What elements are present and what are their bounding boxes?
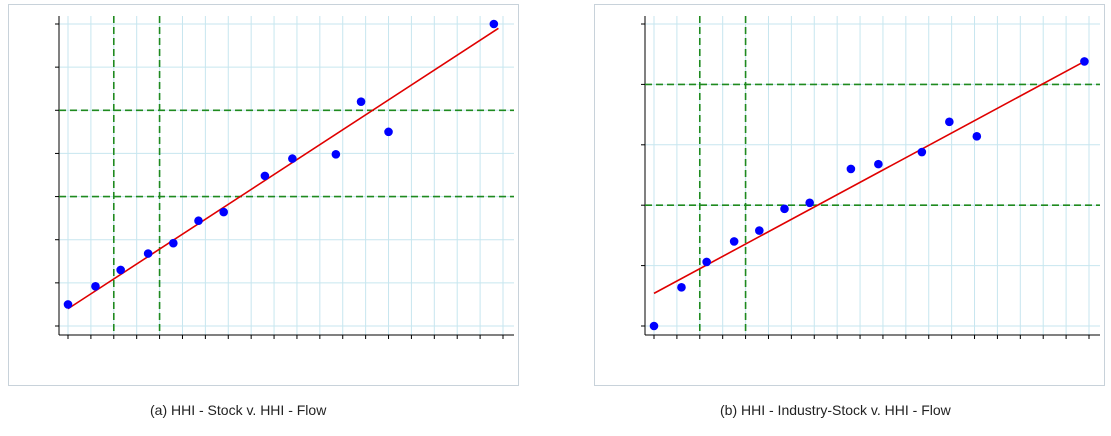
b-data-point bbox=[805, 198, 814, 208]
b-fit-line bbox=[653, 60, 1085, 295]
a-data-point bbox=[489, 19, 499, 29]
a-data-point bbox=[194, 216, 203, 226]
b-data-point bbox=[945, 117, 954, 127]
b-data-point bbox=[972, 132, 982, 141]
a-data-point bbox=[63, 300, 73, 309]
b-data-point bbox=[846, 164, 856, 174]
a-data-point bbox=[356, 97, 366, 106]
b-data-point bbox=[780, 204, 789, 214]
a-data-point bbox=[260, 171, 270, 181]
b-data-point bbox=[677, 283, 686, 292]
b-data-point bbox=[729, 237, 739, 246]
b-data-point bbox=[874, 159, 883, 169]
a-data-point bbox=[143, 249, 153, 258]
caption-a: (a) HHI - Stock v. HHI - Flow bbox=[150, 402, 327, 418]
a-data-point bbox=[288, 154, 297, 163]
b-data-point bbox=[702, 257, 711, 267]
b-data-point bbox=[917, 147, 927, 157]
a-data-point bbox=[384, 127, 393, 137]
caption-b: (b) HHI - Industry-Stock v. HHI - Flow bbox=[720, 402, 951, 418]
b-data-point bbox=[1080, 57, 1089, 66]
a-data-point bbox=[169, 238, 178, 248]
a-data-point bbox=[116, 265, 125, 275]
b-data-point bbox=[649, 321, 659, 331]
a-data-point bbox=[331, 149, 341, 159]
a-fit-line bbox=[67, 27, 499, 310]
a-data-point bbox=[219, 207, 228, 217]
a-data-point bbox=[91, 282, 100, 291]
b-data-point bbox=[755, 226, 764, 235]
